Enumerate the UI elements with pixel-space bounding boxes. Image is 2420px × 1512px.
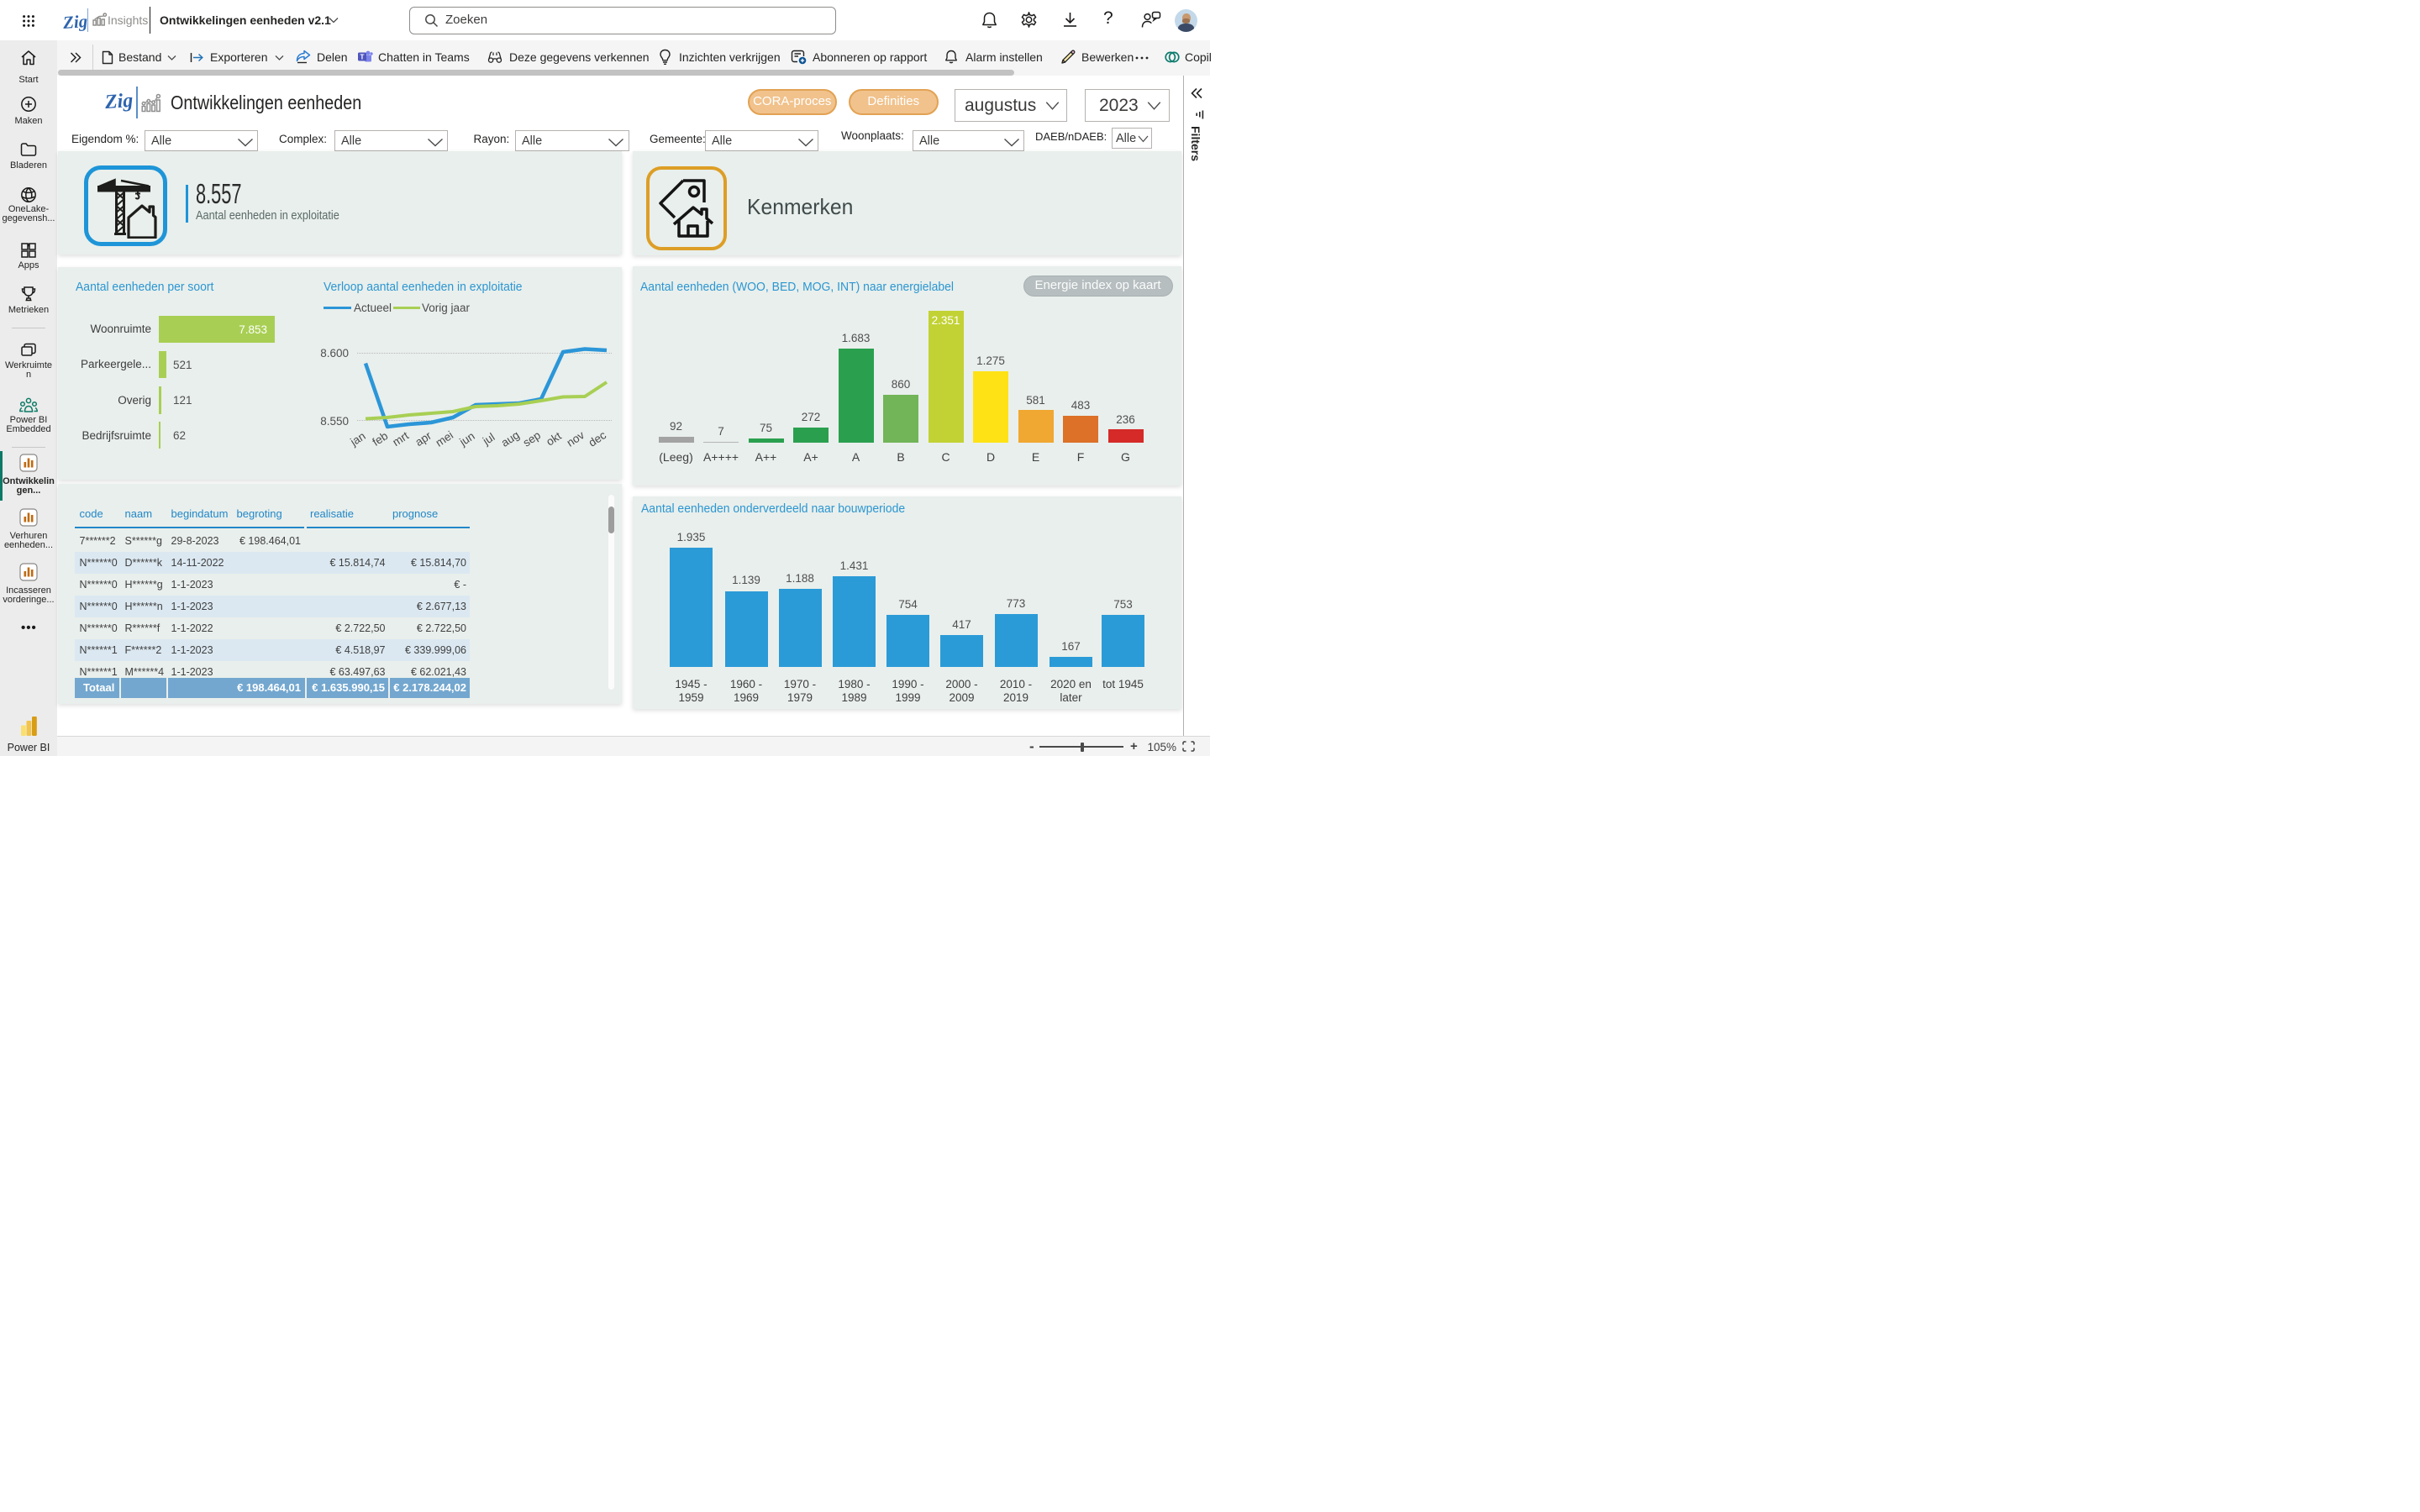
svg-text:T: T [360, 54, 365, 61]
